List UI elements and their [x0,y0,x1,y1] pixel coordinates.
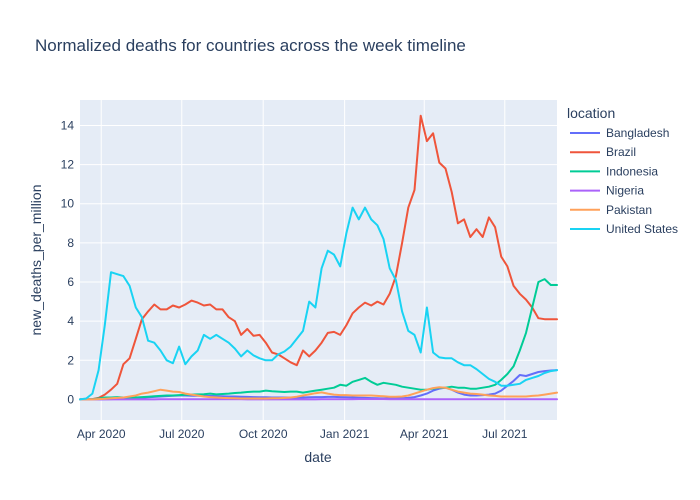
y-tick-label: 6 [67,275,74,289]
legend-title: location [567,105,615,121]
legend-label: United States [606,222,678,236]
legend-item-united-states[interactable]: United States [570,222,678,236]
y-tick-label: 14 [61,118,75,132]
legend-label: Bangladesh [606,126,669,140]
legend-label: Pakistan [606,203,652,217]
x-gridlines [100,100,506,420]
y-tick-label: 0 [67,392,74,406]
y-tick-label: 12 [61,158,75,172]
x-tick-label: Jul 2021 [482,427,528,441]
y-tick-label: 10 [61,197,75,211]
series-line-pakistan [79,386,558,401]
legend-label: Brazil [606,145,636,159]
series-lines [79,114,558,401]
series-line-united-states [79,206,558,401]
legend-item-pakistan[interactable]: Pakistan [570,203,652,217]
x-tick-label: Apr 2020 [77,427,126,441]
series-line-brazil [79,114,558,401]
x-tick-label: Apr 2021 [400,427,449,441]
x-tick-label: Oct 2020 [239,427,288,441]
y-tick-label: 8 [67,236,74,250]
y-tick-labels: 0 2 4 6 8 10 12 14 [61,118,75,406]
legend-label: Indonesia [606,164,658,178]
legend-label: Nigeria [606,184,644,198]
x-tick-label: Jan 2021 [320,427,370,441]
x-tick-labels: Apr 2020 Jul 2020 Oct 2020 Jan 2021 Apr 2021… [77,427,528,441]
x-tick-label: Jul 2020 [159,427,205,441]
legend-item-brazil[interactable]: Brazil [570,145,636,159]
series-line-indonesia [79,278,558,401]
chart-title: Normalized deaths for countries across t… [35,36,466,55]
y-axis-title: new_deaths_per_million [28,185,44,336]
x-axis-title: date [304,449,331,465]
plot-background [80,100,557,420]
legend-item-bangladesh[interactable]: Bangladesh [570,126,669,140]
legend-item-nigeria[interactable]: Nigeria [570,184,644,198]
y-tick-label: 2 [67,353,74,367]
y-tick-label: 4 [67,314,74,328]
legend[interactable]: Bangladesh Brazil Indonesia Nigeria Pakistan… [570,126,678,236]
legend-item-indonesia[interactable]: Indonesia [570,164,658,178]
